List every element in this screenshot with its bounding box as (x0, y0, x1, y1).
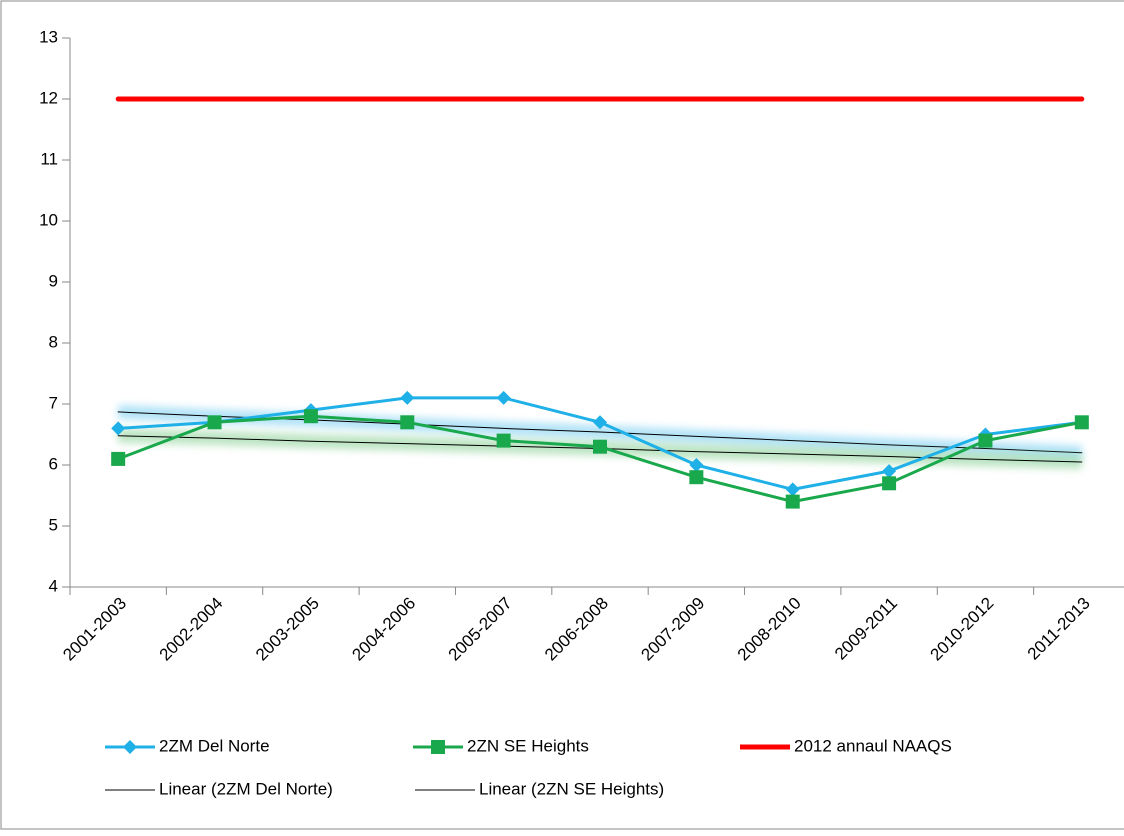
data-point (593, 415, 607, 430)
y-tick-label: 5 (49, 515, 58, 534)
data-point (689, 458, 704, 472)
legend-label: 2ZN SE Heights (467, 736, 589, 755)
y-tick-label: 12 (39, 88, 58, 107)
data-point (785, 494, 800, 509)
legend-item: Linear (2ZN SE Heights) (415, 779, 664, 798)
legend-item: Linear (2ZM Del Norte) (105, 779, 333, 798)
legend-marker (123, 740, 137, 754)
data-point (111, 451, 126, 466)
data-point (111, 421, 126, 436)
y-tick-label: 8 (49, 332, 58, 351)
legend-label: Linear (2ZN SE Heights) (479, 779, 664, 798)
data-point (400, 390, 415, 405)
legend-label: 2ZM Del Norte (159, 736, 270, 755)
legend-item: 2012 annaul NAAQS (740, 736, 952, 755)
legend-item: 2ZM Del Norte (105, 736, 270, 755)
data-point (207, 415, 222, 430)
data-point (689, 470, 704, 485)
data-point (785, 482, 800, 497)
legend-item: 2ZN SE Heights (413, 736, 589, 755)
y-tick-label: 11 (40, 149, 58, 168)
data-point (1074, 415, 1089, 430)
data-point (496, 433, 511, 448)
y-tick-label: 4 (49, 576, 58, 595)
data-point (303, 409, 318, 424)
y-tick-label: 9 (49, 271, 58, 290)
y-tick-label: 7 (49, 393, 58, 412)
legend-label: Linear (2ZM Del Norte) (159, 779, 333, 798)
legend-label: 2012 annaul NAAQS (794, 736, 952, 755)
y-tick-label: 6 (49, 454, 58, 473)
data-point (882, 464, 897, 479)
data-point (978, 433, 993, 448)
y-tick-label: 10 (39, 210, 58, 229)
data-point (882, 476, 897, 491)
data-point (496, 390, 511, 405)
data-point (400, 415, 415, 430)
data-point (593, 439, 607, 454)
y-tick-label: 13 (39, 27, 58, 46)
legend-marker (431, 740, 445, 754)
